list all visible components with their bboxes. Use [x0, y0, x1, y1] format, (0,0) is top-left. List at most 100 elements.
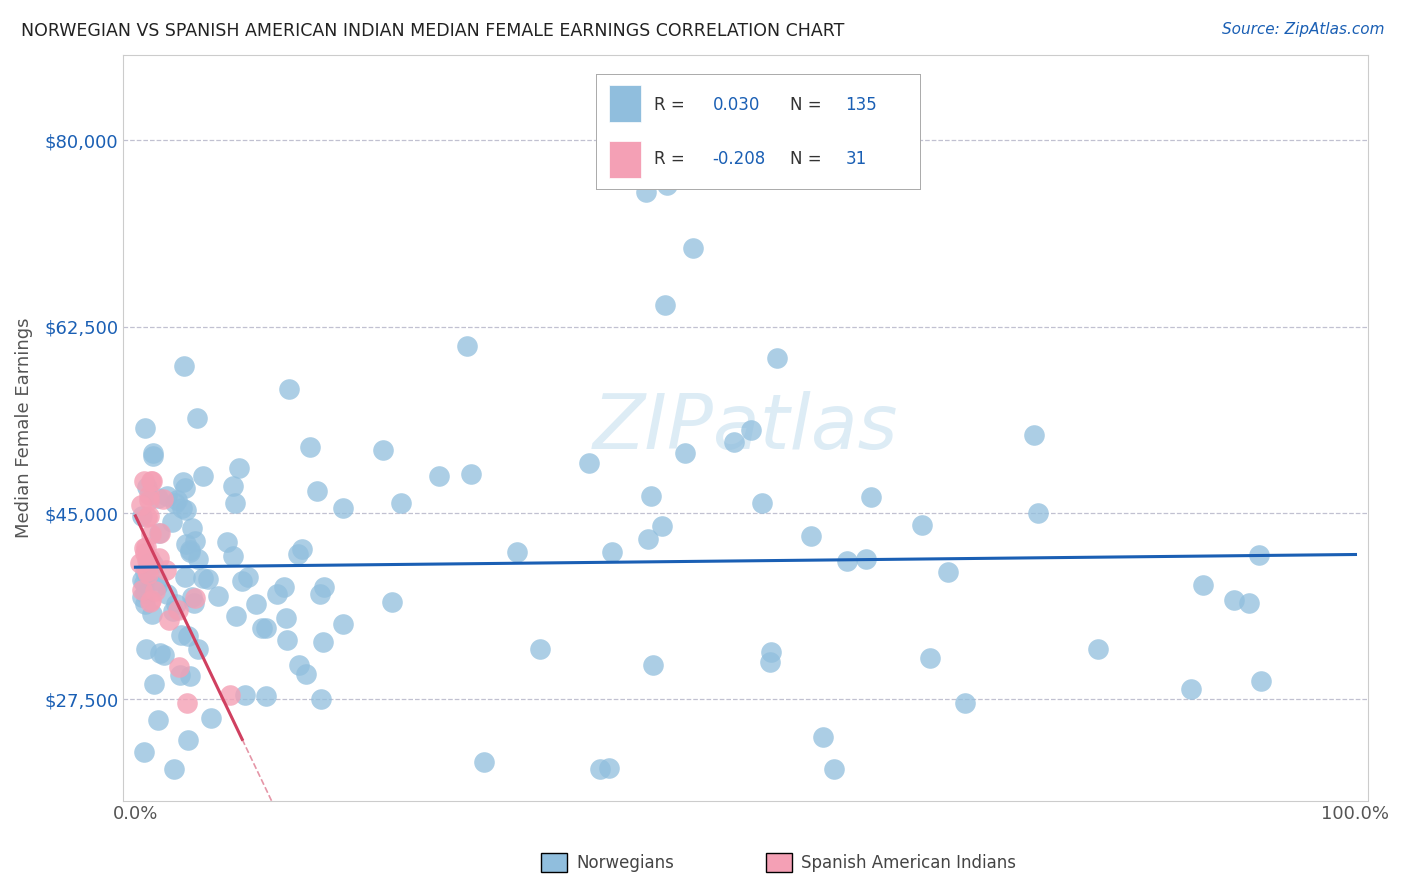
Point: [381, 595, 404, 609]
Point: [641, 658, 664, 673]
Point: [184, 534, 207, 549]
Point: [277, 382, 299, 396]
Point: [578, 456, 600, 470]
Point: [222, 549, 245, 564]
Point: [291, 541, 314, 556]
Point: [1247, 548, 1270, 562]
Point: [184, 591, 207, 605]
Point: [134, 585, 156, 599]
Point: [651, 519, 673, 533]
Point: [332, 501, 354, 516]
Point: [131, 573, 153, 587]
Point: [187, 642, 209, 657]
Point: [143, 677, 166, 691]
Point: [141, 474, 163, 488]
Point: [146, 491, 169, 506]
Point: [314, 580, 336, 594]
Point: [148, 713, 170, 727]
Point: [936, 566, 959, 580]
Point: [723, 434, 745, 449]
Point: [136, 510, 159, 524]
Point: [207, 590, 229, 604]
Point: [135, 480, 157, 494]
Point: [274, 610, 297, 624]
Point: [222, 479, 245, 493]
Point: [187, 552, 209, 566]
Point: [371, 442, 394, 457]
Point: [139, 527, 162, 541]
Point: [139, 592, 162, 607]
Point: [682, 240, 704, 254]
Point: [156, 587, 179, 601]
Point: [427, 469, 450, 483]
Point: [132, 576, 155, 591]
Point: [176, 697, 198, 711]
Point: [245, 597, 267, 611]
Point: [148, 551, 170, 566]
Point: [174, 537, 197, 551]
Point: [193, 469, 215, 483]
Point: [166, 493, 188, 508]
Point: [460, 467, 482, 481]
Point: [138, 509, 160, 524]
Point: [134, 421, 156, 435]
Point: [276, 633, 298, 648]
Text: ZIPatlas: ZIPatlas: [593, 391, 898, 465]
Point: [238, 570, 260, 584]
Point: [655, 178, 678, 192]
Point: [170, 500, 193, 515]
Point: [152, 491, 174, 506]
Point: [1250, 673, 1272, 688]
Point: [146, 573, 169, 587]
Point: [273, 580, 295, 594]
Point: [472, 755, 495, 769]
Point: [132, 541, 155, 556]
Point: [1026, 506, 1049, 520]
Point: [186, 411, 208, 425]
Text: Source: ZipAtlas.com: Source: ZipAtlas.com: [1222, 22, 1385, 37]
Point: [149, 646, 172, 660]
Point: [233, 688, 256, 702]
Point: [165, 597, 187, 611]
Point: [153, 648, 176, 662]
Point: [179, 669, 201, 683]
Point: [766, 351, 789, 366]
Point: [131, 591, 153, 605]
Point: [228, 460, 250, 475]
Point: [160, 515, 183, 529]
Point: [758, 655, 780, 669]
Point: [134, 598, 156, 612]
Point: [177, 733, 200, 747]
Point: [250, 621, 273, 635]
Point: [1180, 681, 1202, 696]
Point: [529, 642, 551, 657]
Point: [800, 529, 823, 543]
Point: [231, 574, 253, 588]
Point: [169, 668, 191, 682]
Point: [129, 556, 152, 570]
Point: [139, 474, 162, 488]
Point: [177, 629, 200, 643]
Point: [598, 761, 620, 775]
Point: [174, 502, 197, 516]
Point: [740, 423, 762, 437]
Point: [162, 604, 184, 618]
Point: [180, 590, 202, 604]
Point: [859, 490, 882, 504]
Point: [823, 762, 845, 776]
Text: Spanish American Indians: Spanish American Indians: [801, 854, 1017, 871]
Point: [179, 543, 201, 558]
Point: [166, 603, 188, 617]
Point: [287, 547, 309, 561]
Point: [589, 762, 612, 776]
Point: [131, 508, 153, 523]
Point: [146, 578, 169, 592]
Point: [1239, 596, 1261, 610]
Point: [134, 565, 156, 579]
Point: [332, 616, 354, 631]
Point: [654, 298, 676, 312]
Point: [1191, 578, 1213, 592]
Point: [139, 595, 162, 609]
Point: [138, 488, 160, 502]
Point: [288, 658, 311, 673]
